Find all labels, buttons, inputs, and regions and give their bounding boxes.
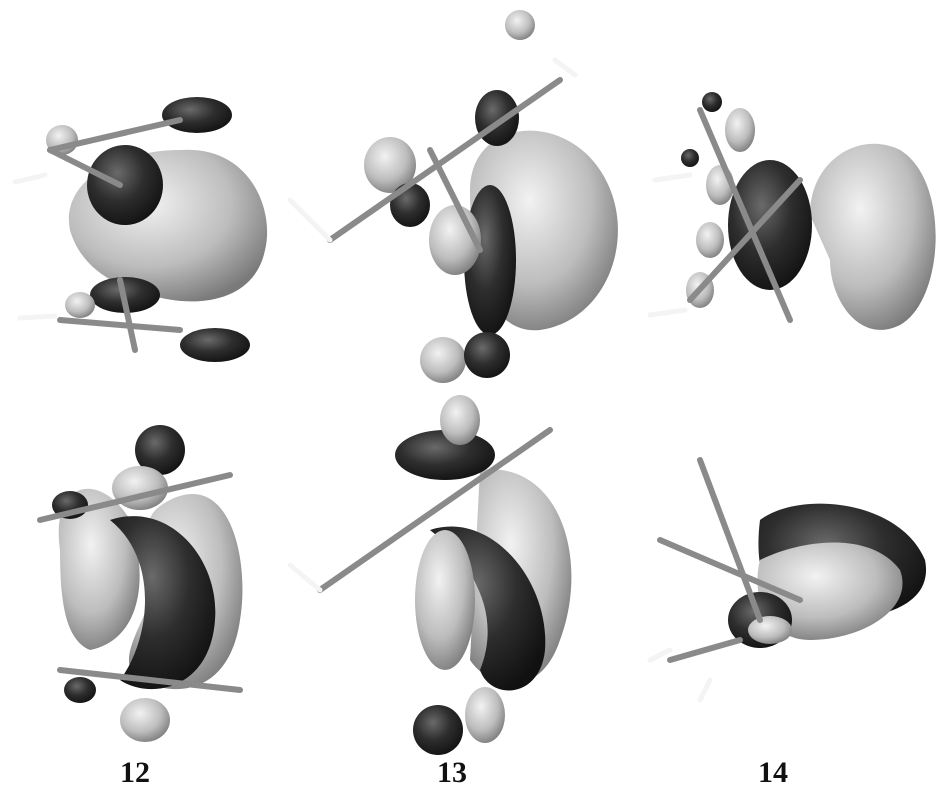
orbital-figure: 12 13 14 bbox=[0, 0, 951, 806]
orbital-14-top bbox=[650, 92, 936, 330]
orbital-12-bottom bbox=[40, 425, 242, 742]
orbital-13-bottom bbox=[290, 395, 571, 755]
compound-label: 13 bbox=[437, 756, 467, 789]
orbital-12-top bbox=[15, 97, 267, 362]
orbital-13-top bbox=[290, 10, 618, 383]
compound-label: 12 bbox=[120, 756, 150, 789]
orbital-14-bottom bbox=[650, 460, 926, 700]
compound-label: 14 bbox=[758, 756, 788, 789]
